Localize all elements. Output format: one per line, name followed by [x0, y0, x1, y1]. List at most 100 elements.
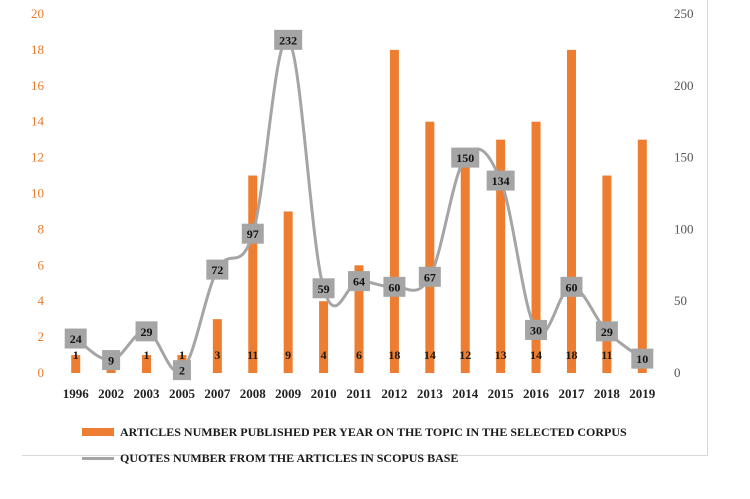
bar-value-label: 1 — [73, 348, 79, 362]
legend-label-articles: ARTICLES NUMBER PUBLISHED PER YEAR ON TH… — [120, 424, 627, 439]
x-tick-label: 2018 — [594, 386, 621, 401]
line-value-label: 29 — [135, 321, 158, 342]
line-value-label: 2 — [172, 360, 191, 381]
bar-2011 — [354, 265, 364, 373]
x-tick-label: 2008 — [240, 386, 267, 401]
line-label-text: 30 — [530, 323, 542, 337]
line-label-text: 150 — [456, 151, 474, 165]
line-label-text: 24 — [70, 332, 82, 346]
line-label-text: 59 — [318, 282, 330, 296]
bar-value-label: 6 — [356, 348, 362, 362]
line-label-box — [451, 147, 480, 168]
right-tick-label: 200 — [674, 78, 694, 93]
line-value-label: 9 — [102, 350, 121, 371]
line-label-text: 60 — [388, 280, 400, 294]
bar-1996 — [71, 355, 81, 373]
x-tick-label: 2015 — [488, 386, 515, 401]
line-value-label: 24 — [64, 328, 87, 349]
bar-value-label: 3 — [214, 348, 220, 362]
x-tick-label: 2016 — [523, 386, 550, 401]
bar-data-labels: 11113119461814121314181113 — [73, 348, 649, 362]
bar-2012 — [389, 49, 399, 374]
line-value-label: 10 — [631, 348, 654, 369]
x-tick-label: 2019 — [629, 386, 656, 401]
line-label-text: 2 — [179, 364, 185, 378]
line-label-text: 29 — [601, 325, 613, 339]
line-label-box — [102, 350, 121, 371]
line-label-box — [418, 266, 441, 287]
bar-value-label: 13 — [495, 348, 507, 362]
x-tick-label: 2017 — [558, 386, 585, 401]
line-label-text: 9 — [108, 354, 114, 368]
left-tick-label: 20 — [31, 6, 44, 21]
bar-value-label: 4 — [321, 348, 327, 362]
line-label-box — [560, 276, 583, 297]
line-label-text: 97 — [247, 227, 259, 241]
left-tick-label: 18 — [31, 42, 44, 57]
bar-2014 — [460, 157, 470, 373]
left-axis-ticks: 0 2 4 6 8 10 12 14 16 18 20 — [31, 6, 45, 380]
bar-value-label: 11 — [247, 348, 258, 362]
x-tick-label: 2010 — [311, 386, 337, 401]
bar-2013 — [425, 121, 435, 373]
bar-value-label: 14 — [530, 348, 542, 362]
line-value-label: 232 — [274, 29, 303, 50]
line-label-text: 60 — [565, 280, 577, 294]
bar-value-label: 9 — [285, 348, 291, 362]
legend-item-articles: ARTICLES NUMBER PUBLISHED PER YEAR ON TH… — [82, 422, 627, 442]
line-label-box — [595, 321, 618, 342]
x-tick-label: 1996 — [63, 386, 90, 401]
left-tick-label: 10 — [31, 186, 44, 201]
line-value-label: 59 — [312, 278, 335, 299]
line-label-text: 72 — [211, 263, 223, 277]
frame-right-border — [707, 0, 708, 455]
line-value-label: 67 — [418, 266, 441, 287]
x-tick-label: 2014 — [452, 386, 479, 401]
line-label-box — [274, 29, 303, 50]
x-tick-label: 2009 — [275, 386, 302, 401]
bar-value-label: 18 — [565, 348, 577, 362]
x-tick-label: 2005 — [169, 386, 196, 401]
line-label-text: 134 — [492, 174, 510, 188]
line-value-label: 30 — [525, 319, 548, 340]
right-tick-label: 250 — [674, 6, 694, 21]
bar-2018 — [602, 175, 612, 373]
frame-bottom-border — [22, 455, 708, 456]
legend-swatch-bar — [82, 428, 114, 436]
line-label-box — [631, 348, 654, 369]
x-tick-label: 2011 — [346, 386, 371, 401]
line-label-box — [525, 319, 548, 340]
bar-2009 — [283, 211, 293, 373]
right-tick-label: 100 — [674, 221, 694, 236]
line-value-label: 134 — [486, 170, 515, 191]
bar-2017 — [566, 49, 576, 374]
line-value-label: 64 — [348, 271, 370, 292]
bar-value-label: 11 — [601, 348, 612, 362]
legend: ARTICLES NUMBER PUBLISHED PER YEAR ON TH… — [82, 422, 627, 474]
bar-2010 — [319, 301, 329, 373]
x-tick-label: 2012 — [381, 386, 407, 401]
right-axis-ticks: 0 50 100 150 200 250 — [674, 6, 694, 380]
left-tick-label: 2 — [38, 329, 45, 344]
line-value-label: 97 — [241, 223, 264, 244]
line-value-label: 29 — [595, 321, 618, 342]
bar-value-label: 1 — [179, 348, 185, 362]
left-tick-label: 0 — [38, 365, 45, 380]
bar-2015 — [496, 139, 506, 373]
line-label-box — [64, 328, 87, 349]
line-value-label: 150 — [451, 147, 480, 168]
line-label-box — [312, 278, 335, 299]
line-label-box — [206, 259, 229, 280]
line-label-text: 232 — [279, 33, 297, 47]
bar-2003 — [142, 355, 152, 373]
line-label-text: 29 — [141, 325, 153, 339]
right-tick-label: 0 — [674, 365, 681, 380]
right-tick-label: 150 — [674, 150, 694, 165]
bar-series — [71, 49, 647, 374]
bar-value-label: 14 — [424, 348, 436, 362]
legend-swatch-line — [82, 456, 114, 460]
left-tick-label: 14 — [31, 114, 45, 129]
bar-2008 — [248, 175, 258, 373]
legend-item-quotes: QUOTES NUMBER FROM THE ARTICLES IN SCOPU… — [82, 448, 627, 468]
line-value-label: 60 — [560, 276, 583, 297]
